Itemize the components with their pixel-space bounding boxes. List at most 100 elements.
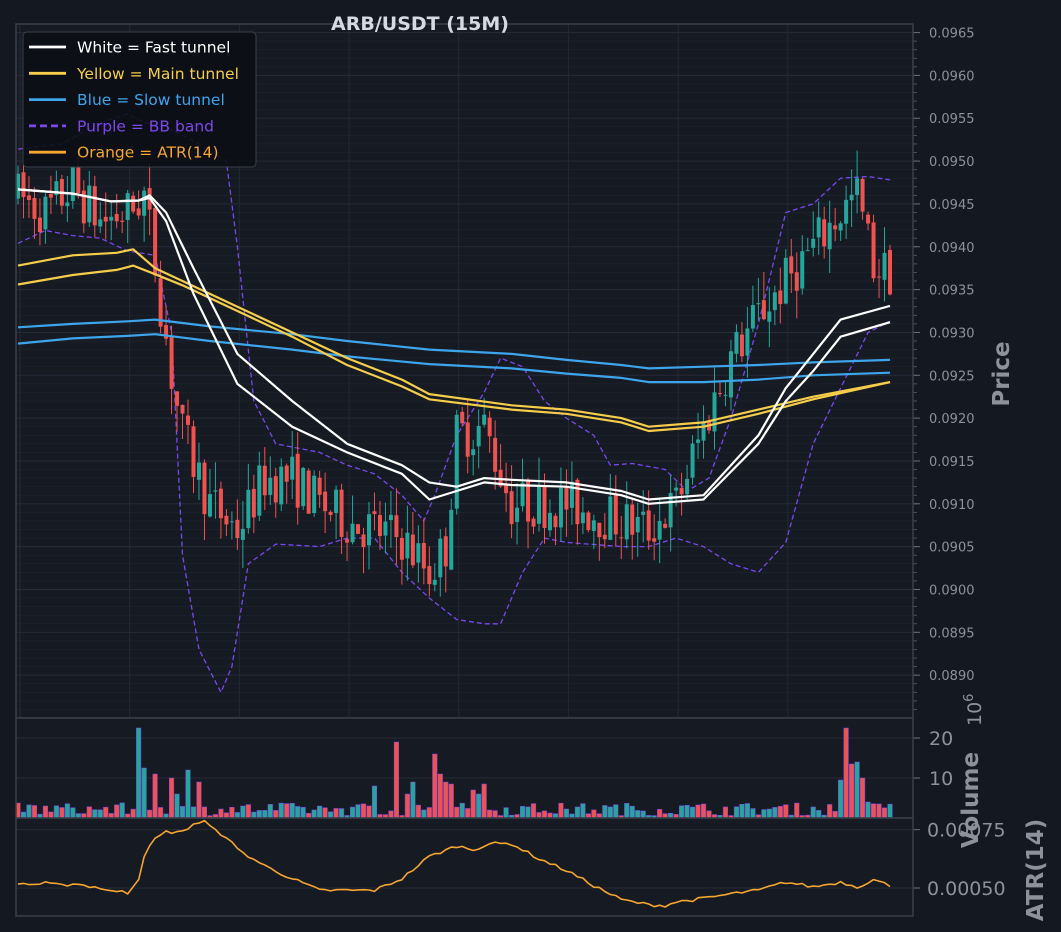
volume-bar <box>311 809 317 819</box>
volume-bar <box>300 807 306 819</box>
candle-body <box>476 425 481 447</box>
volume-bar <box>536 812 542 819</box>
candle-body <box>394 515 399 538</box>
candle-body <box>679 487 684 495</box>
volume-bar <box>827 804 833 819</box>
volume-bar <box>426 807 432 819</box>
volume-bar <box>563 808 569 819</box>
atr-panel: 0.00050 0.00075 ATR(14) <box>15 817 1049 921</box>
candle-body <box>317 477 322 495</box>
price-tick-label: 0.0940 <box>929 241 975 256</box>
volume-bar <box>355 804 361 819</box>
price-tick-label: 0.0910 <box>929 498 975 513</box>
volume-tick-label: 10 <box>929 768 953 790</box>
candle-body <box>624 504 629 540</box>
candle-body <box>153 207 158 276</box>
volume-bar <box>371 785 378 819</box>
candle-body <box>290 456 295 480</box>
candle-body <box>301 467 306 507</box>
volume-bar <box>256 810 262 819</box>
candle-body <box>350 523 355 543</box>
candle-body <box>701 421 706 441</box>
candle-body <box>800 251 805 289</box>
volume-scale-exponent: 6 <box>962 694 977 702</box>
price-tick-label: 0.0890 <box>929 669 975 684</box>
volume-bar <box>245 804 251 819</box>
volume-bar <box>832 810 838 819</box>
candle-body <box>70 167 75 202</box>
volume-bar <box>136 727 142 819</box>
candle-body <box>334 489 339 513</box>
candle-body <box>136 208 141 216</box>
candle-body <box>674 487 679 491</box>
candle-body <box>493 437 498 472</box>
volume-bar <box>196 781 202 819</box>
candle-body <box>98 219 103 227</box>
volume-bar <box>558 802 564 819</box>
volume-bar <box>860 777 866 819</box>
volume-bar <box>174 793 180 819</box>
price-axis-title: Price <box>989 341 1015 406</box>
candle-body <box>366 514 371 546</box>
candle-body <box>251 488 256 518</box>
candle-body <box>750 305 755 329</box>
candle-body <box>180 404 185 414</box>
candle-body <box>186 415 191 425</box>
candle-body <box>158 278 163 327</box>
candle-body <box>273 476 278 503</box>
candle-body <box>728 351 733 398</box>
volume-bar <box>295 806 301 819</box>
candle-body <box>405 532 410 559</box>
candle-body <box>816 217 821 238</box>
volume-bar <box>761 809 767 819</box>
volume-bar <box>59 807 65 819</box>
candle-body <box>169 336 174 389</box>
candle-body <box>268 477 273 495</box>
volume-bar <box>97 809 103 819</box>
volume-y-ticks: 10 20 <box>913 728 953 790</box>
volume-bar <box>388 810 394 819</box>
volume-bar <box>185 769 191 819</box>
volume-bar <box>541 810 548 819</box>
chart-title: ARB/USDT (15M) <box>331 13 509 35</box>
candle-body <box>558 487 563 528</box>
volume-bar <box>86 806 92 819</box>
candle-body <box>246 489 251 529</box>
price-tick-label: 0.0895 <box>929 626 975 641</box>
volume-bar <box>684 805 690 819</box>
volume-bar <box>487 809 493 819</box>
candle-body <box>789 256 794 274</box>
volume-bar <box>333 808 339 819</box>
candle-body <box>16 173 20 199</box>
volume-bar <box>48 811 54 819</box>
volume-bar <box>273 810 279 819</box>
candle-body <box>646 510 651 541</box>
atr-plot-area <box>16 818 913 916</box>
volume-bar <box>404 793 410 819</box>
candle-body <box>569 481 574 508</box>
candle-body <box>827 222 832 250</box>
candle-body <box>284 465 289 482</box>
volume-bar <box>744 803 750 819</box>
candle-body <box>356 524 361 534</box>
candle-body <box>761 300 766 320</box>
price-tick-label: 0.0945 <box>929 198 975 213</box>
candle-body <box>844 199 849 224</box>
atr-y-ticks: 0.00050 0.00075 <box>913 820 1006 900</box>
candle-body <box>109 216 114 221</box>
volume-grid <box>16 737 913 779</box>
candle-body <box>783 257 788 304</box>
volume-bars <box>15 727 893 819</box>
volume-bar <box>415 804 421 819</box>
candle-body <box>87 185 92 223</box>
volume-bar <box>459 802 465 819</box>
candle-body <box>542 486 547 528</box>
volume-bar <box>278 802 284 819</box>
price-tick-label: 0.0925 <box>929 369 975 384</box>
candle-body <box>399 537 404 560</box>
candle-body <box>778 290 783 305</box>
candle-body <box>619 537 624 539</box>
candle-body <box>668 492 673 528</box>
